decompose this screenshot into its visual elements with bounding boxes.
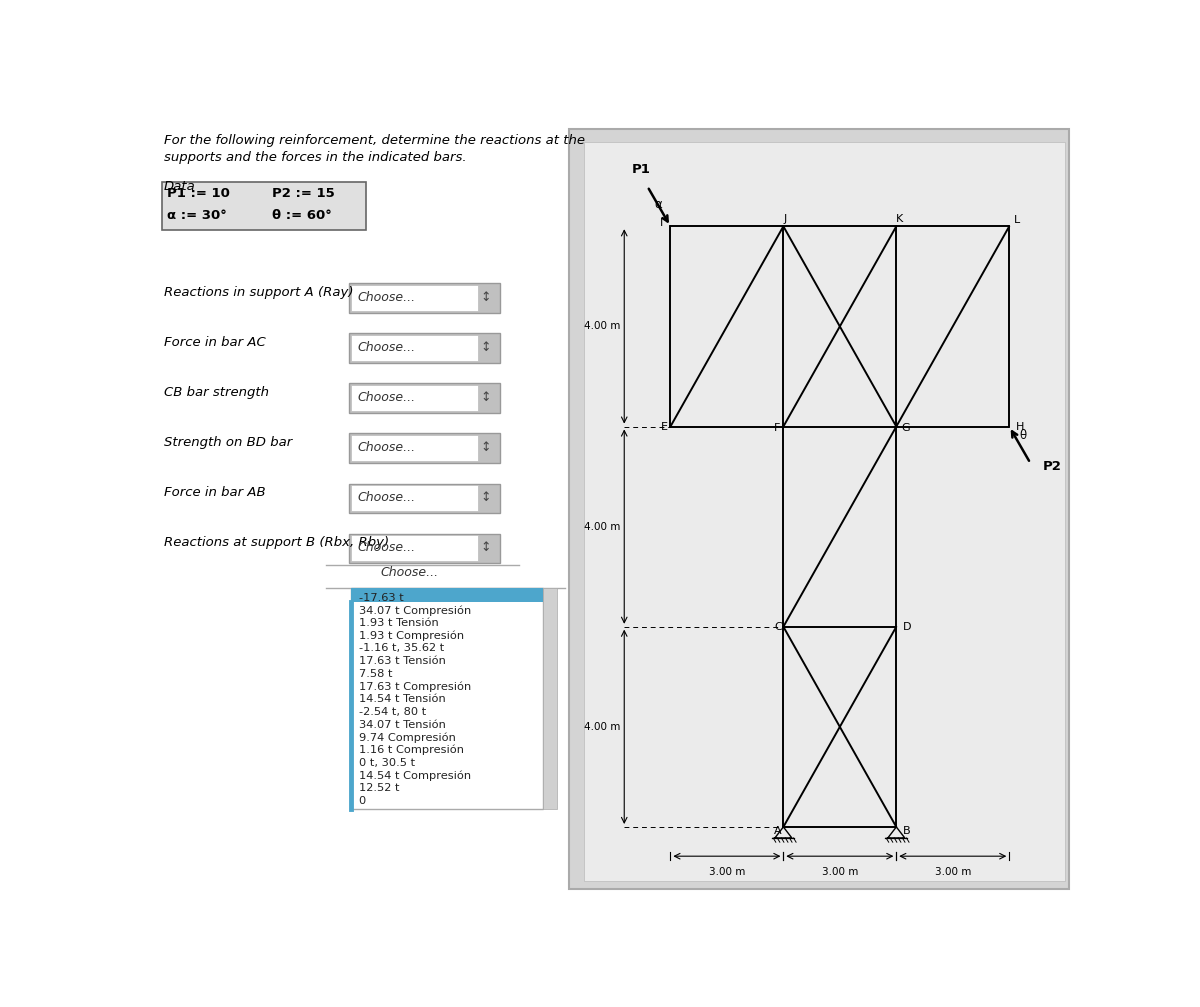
Text: Choose...: Choose... <box>358 391 415 404</box>
Text: 12.52 t: 12.52 t <box>359 783 400 794</box>
Text: ↕: ↕ <box>480 340 491 353</box>
Text: F: F <box>774 423 780 433</box>
Text: K: K <box>896 213 904 224</box>
Bar <box>349 534 499 563</box>
Text: Force in bar AC: Force in bar AC <box>163 336 265 349</box>
Text: Force in bar AB: Force in bar AB <box>163 486 265 499</box>
Text: E: E <box>661 422 668 432</box>
Text: Choose...: Choose... <box>358 541 415 554</box>
Bar <box>569 129 1069 888</box>
Text: -2.54 t, 80 t: -2.54 t, 80 t <box>359 707 426 717</box>
Text: J: J <box>784 213 787 224</box>
Bar <box>350 285 478 311</box>
Bar <box>544 588 557 809</box>
Text: -17.63 t: -17.63 t <box>359 593 403 602</box>
Text: 1.93 t Tensión: 1.93 t Tensión <box>359 618 438 628</box>
Text: ↕: ↕ <box>480 441 491 454</box>
Text: 34.07 t Compresión: 34.07 t Compresión <box>359 605 470 615</box>
Bar <box>349 283 499 312</box>
Text: 3.00 m: 3.00 m <box>709 867 745 877</box>
Text: ↕: ↕ <box>480 541 491 554</box>
Text: Choose...: Choose... <box>358 340 415 353</box>
Text: P2 := 15: P2 := 15 <box>272 187 335 200</box>
Text: G: G <box>901 423 910 433</box>
Text: For the following reinforcement, determine the reactions at the: For the following reinforcement, determi… <box>163 134 584 147</box>
Text: 0: 0 <box>359 796 366 806</box>
Bar <box>349 384 499 413</box>
Text: θ := 60°: θ := 60° <box>272 208 332 222</box>
Bar <box>350 588 544 602</box>
Text: C: C <box>774 621 782 631</box>
Bar <box>349 333 499 363</box>
Text: A: A <box>774 826 781 836</box>
Text: Choose...: Choose... <box>358 291 415 304</box>
Text: D: D <box>902 621 911 631</box>
Bar <box>350 535 478 561</box>
Text: ↕: ↕ <box>480 391 491 404</box>
Text: Reactions in support A (Ray): Reactions in support A (Ray) <box>163 286 353 299</box>
Text: ↕: ↕ <box>480 291 491 304</box>
Bar <box>350 435 478 461</box>
Text: CB bar strength: CB bar strength <box>163 386 269 399</box>
Text: L: L <box>1014 215 1020 226</box>
Text: P2: P2 <box>1043 460 1062 472</box>
Text: 1.93 t Compresión: 1.93 t Compresión <box>359 630 463 641</box>
Text: Choose...: Choose... <box>358 490 415 504</box>
Text: α := 30°: α := 30° <box>167 208 227 222</box>
Text: Choose...: Choose... <box>358 441 415 454</box>
Text: 14.54 t Compresión: 14.54 t Compresión <box>359 770 470 780</box>
Bar <box>349 433 499 463</box>
Bar <box>350 588 544 809</box>
Text: -1.16 t, 35.62 t: -1.16 t, 35.62 t <box>359 643 444 654</box>
Text: P1 := 10: P1 := 10 <box>167 187 229 200</box>
Text: 4.00 m: 4.00 m <box>584 321 620 331</box>
Text: 17.63 t Compresión: 17.63 t Compresión <box>359 682 470 692</box>
Text: 34.07 t Tensión: 34.07 t Tensión <box>359 720 445 730</box>
Text: Strength on BD bar: Strength on BD bar <box>163 436 292 449</box>
Text: P1: P1 <box>631 162 650 175</box>
Text: 9.74 Compresión: 9.74 Compresión <box>359 732 456 743</box>
Text: B: B <box>902 826 910 836</box>
Text: 7.58 t: 7.58 t <box>359 669 392 679</box>
Text: Choose...: Choose... <box>380 566 438 579</box>
Text: 3.00 m: 3.00 m <box>822 867 858 877</box>
Text: ↕: ↕ <box>480 490 491 504</box>
Text: θ: θ <box>1020 429 1027 442</box>
Text: 0 t, 30.5 t: 0 t, 30.5 t <box>359 758 415 767</box>
Text: 14.54 t Tensión: 14.54 t Tensión <box>359 694 445 704</box>
Bar <box>350 335 478 362</box>
Bar <box>350 385 478 411</box>
Text: supports and the forces in the indicated bars.: supports and the forces in the indicated… <box>163 151 467 164</box>
Text: 4.00 m: 4.00 m <box>584 522 620 532</box>
Text: Reactions at support B (Rbx, Rby): Reactions at support B (Rbx, Rby) <box>163 537 389 549</box>
Text: α: α <box>654 198 662 211</box>
Text: I: I <box>660 219 662 229</box>
Text: 17.63 t Tensión: 17.63 t Tensión <box>359 657 445 667</box>
Bar <box>162 182 366 231</box>
Text: H: H <box>1015 422 1024 432</box>
Text: Data: Data <box>163 180 196 193</box>
Bar <box>349 483 499 513</box>
Bar <box>350 485 478 512</box>
Text: 3.00 m: 3.00 m <box>935 867 971 877</box>
Bar <box>584 142 1066 881</box>
Text: 1.16 t Compresión: 1.16 t Compresión <box>359 745 463 755</box>
Text: 4.00 m: 4.00 m <box>584 722 620 732</box>
